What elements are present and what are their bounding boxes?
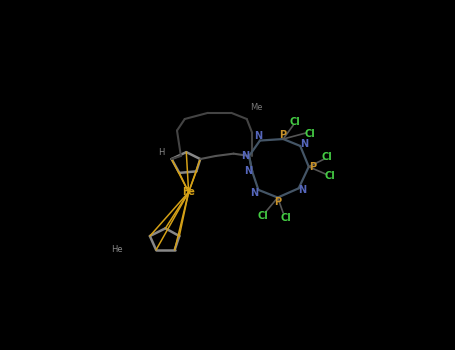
Text: N: N bbox=[298, 185, 307, 195]
Text: N: N bbox=[254, 131, 263, 141]
Text: Cl: Cl bbox=[289, 117, 300, 127]
Text: Fe: Fe bbox=[182, 187, 195, 197]
Text: Me: Me bbox=[251, 103, 263, 112]
Text: Cl: Cl bbox=[322, 152, 333, 162]
Text: He: He bbox=[111, 245, 123, 254]
Text: Cl: Cl bbox=[281, 212, 292, 223]
Text: N: N bbox=[250, 188, 258, 198]
Text: H: H bbox=[158, 148, 165, 158]
Text: P: P bbox=[274, 197, 281, 207]
Text: Cl: Cl bbox=[304, 130, 315, 139]
Text: N: N bbox=[241, 151, 249, 161]
Text: Cl: Cl bbox=[324, 171, 335, 181]
Text: P: P bbox=[309, 162, 316, 172]
Text: Cl: Cl bbox=[258, 211, 268, 221]
Text: N: N bbox=[300, 139, 308, 149]
Text: N: N bbox=[244, 166, 253, 176]
Text: P: P bbox=[280, 130, 287, 140]
